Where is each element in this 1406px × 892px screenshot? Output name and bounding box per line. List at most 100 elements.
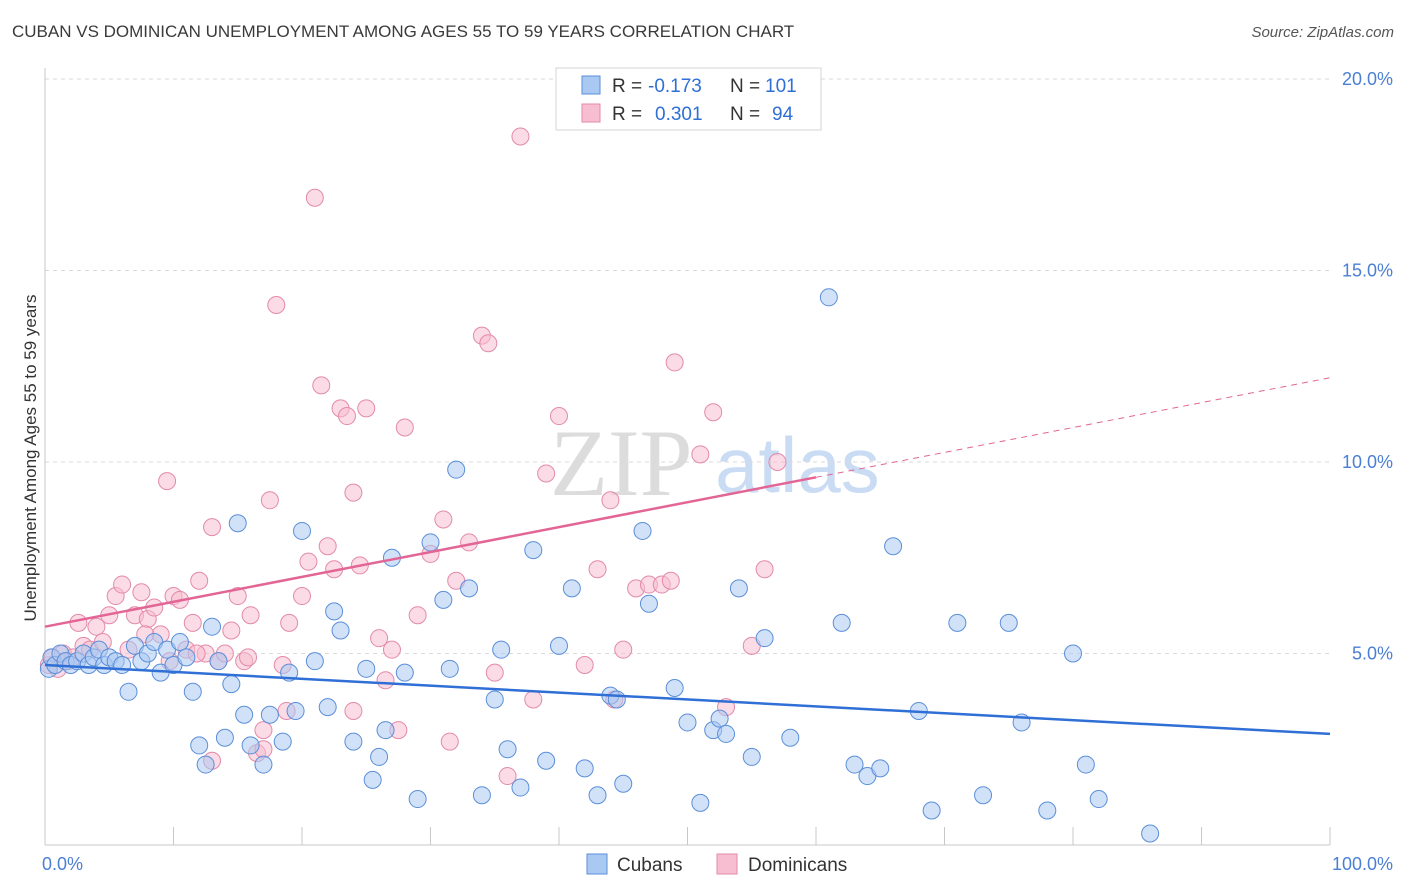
cubans-point (209, 652, 228, 671)
watermark-atlas: atlas (715, 421, 880, 509)
cubans-point (710, 709, 729, 728)
dominicans-point (312, 376, 331, 395)
cubans-point (974, 786, 993, 805)
dominicans-point (665, 353, 684, 372)
cubans-point (370, 747, 389, 766)
dominicans-point (395, 418, 414, 437)
cubans-point (485, 690, 504, 709)
y-axis-label: Unemployment Among Ages 55 to 59 years (21, 295, 40, 622)
cubans-point (190, 736, 209, 755)
cubans-point (511, 778, 530, 797)
cubans-point (871, 759, 890, 778)
dominicans-legend-swatch (581, 103, 601, 123)
dominicans-point (260, 491, 279, 510)
cubans-point (305, 652, 324, 671)
dominicans-n-value: 94 (772, 104, 794, 125)
cubans-point (665, 678, 684, 697)
dominicans-point (267, 295, 286, 314)
cubans-point (170, 633, 189, 652)
cubans-point (434, 590, 453, 609)
cubans-point (344, 732, 363, 751)
cubans-point (260, 705, 279, 724)
x-tick-label-1: 100.0% (1332, 854, 1393, 874)
dominicans-bottom-label: Dominicans (748, 855, 847, 876)
cubans-point (203, 617, 222, 636)
cubans-point (755, 629, 774, 648)
cubans-point (498, 740, 517, 759)
cubans-n-label: N = (730, 76, 760, 97)
dominicans-point (704, 403, 723, 422)
cubans-point (1038, 801, 1057, 820)
dominicans-point (228, 587, 247, 606)
cubans-point (948, 613, 967, 632)
cubans-point (241, 736, 260, 755)
y-tick-label-1: 10.0% (1342, 452, 1393, 472)
cubans-point (492, 640, 511, 659)
cubans-point (395, 663, 414, 682)
dominicans-point (755, 560, 774, 579)
cubans-point (524, 541, 543, 560)
cubans-n-value: 101 (765, 76, 797, 97)
y-tick-label-0: 5.0% (1352, 644, 1393, 664)
dominicans-point (299, 552, 318, 571)
cubans-point (884, 537, 903, 556)
dominicans-point (440, 732, 459, 751)
dominicans-trend-line (44, 476, 817, 628)
dominicans-point (337, 407, 356, 426)
y-tick-label-2: 15.0% (1342, 261, 1393, 281)
cubans-point (1141, 824, 1160, 843)
cubans-trend-line (44, 663, 1331, 736)
dominicans-point (661, 571, 680, 590)
dominicans-point (357, 399, 376, 418)
cubans-point (376, 721, 395, 740)
cubans-point (408, 790, 427, 809)
cubans-point (460, 579, 479, 598)
cubans-point (273, 732, 292, 751)
cubans-point (447, 460, 466, 479)
dominicans-point (370, 629, 389, 648)
cubans-point (196, 755, 215, 774)
cubans-point (729, 579, 748, 598)
dominicans-point (434, 510, 453, 529)
dominicans-point (601, 491, 620, 510)
source-label: Source: ZipAtlas.com (1251, 24, 1394, 41)
x-tick-label-0: 0.0% (42, 854, 83, 874)
dominicans-point (132, 583, 151, 602)
cubans-point (562, 579, 581, 598)
dominicans-point (485, 663, 504, 682)
series-legend: Cubans Dominicans (586, 853, 847, 876)
dominicans-point (498, 767, 517, 786)
cubans-point (1064, 644, 1082, 663)
y-tick-label-3: 20.0% (1342, 69, 1393, 89)
dominicans-r-value: 0.301 (655, 104, 703, 125)
dominicans-point (575, 655, 594, 674)
dominicans-n-label: N = (730, 104, 760, 125)
cubans-point (318, 698, 337, 717)
dominicans-point (479, 334, 498, 353)
cubans-point (235, 705, 254, 724)
dominicans-point (614, 640, 633, 659)
cubans-bottom-swatch (586, 853, 608, 875)
cubans-point (845, 755, 864, 774)
cubans-point (222, 675, 241, 694)
dominicans-point (344, 701, 363, 720)
dominicans-point (376, 671, 395, 690)
cubans-point (819, 288, 838, 307)
dominicans-point (280, 613, 299, 632)
dominicans-bottom-swatch (716, 853, 738, 875)
watermark: ZIP atlas (550, 410, 880, 516)
dominicans-point (588, 560, 607, 579)
dominicans-point (241, 606, 260, 625)
cubans-point (607, 690, 626, 709)
cubans-point (781, 728, 800, 747)
cubans-point (286, 701, 305, 720)
dominicans-point (768, 453, 787, 471)
gridlines (45, 78, 1330, 654)
cubans-point (119, 682, 138, 701)
cubans-point (440, 659, 459, 678)
cubans-point (331, 621, 350, 640)
dominicans-point (382, 640, 401, 659)
dominicans-point (158, 472, 177, 491)
dominicans-point (511, 127, 530, 146)
